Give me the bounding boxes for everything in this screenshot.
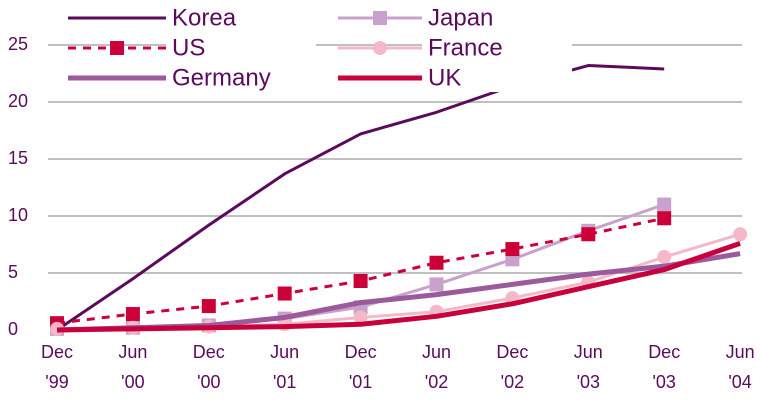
legend-label: Germany [172,64,271,91]
plot [50,64,748,336]
x-tick-label: Dec '03 [648,342,680,392]
marker [657,250,672,265]
legend-bg [422,4,572,32]
y-tick-label: 10 [8,205,28,225]
y-tick-label: 0 [8,319,18,339]
y-tick-label: 15 [8,148,28,168]
x-tick-label: Jun '01 [270,342,299,392]
x-tick-line: Dec [41,342,73,362]
x-tick-line: Jun [118,342,147,362]
series-line [56,240,741,333]
marker [733,227,748,242]
marker [505,242,520,257]
x-tick-line: Dec [648,342,680,362]
x-tick-line: '03 [577,372,600,392]
marker [110,41,124,55]
x-tick-line: '01 [349,372,372,392]
legend-bg [166,64,316,92]
x-tick-line: '02 [501,372,524,392]
x-tick-line: Dec [496,342,528,362]
x-tick-line: '99 [45,372,68,392]
series-line [56,232,741,331]
marker [277,286,292,301]
y-tick-label: 5 [8,262,18,282]
x-tick-label: Jun '03 [574,342,603,392]
x-tick-label: Dec '99 [41,342,73,392]
legend-label: UK [428,64,461,91]
x-tick-line: Dec [345,342,377,362]
marker [657,211,672,226]
x-tick-line: Jun [726,342,755,362]
legend-bg [422,64,572,92]
legend-label: Japan [428,4,493,31]
x-tick-line: '03 [652,372,675,392]
legend-bg [422,34,572,62]
x-tick-label: Dec '02 [496,342,528,392]
marker [429,277,444,292]
marker [373,41,387,55]
x-tick-label: Dec '01 [345,342,377,392]
x-tick-line: Jun [422,342,451,362]
marker [125,307,140,322]
legend-label: Korea [172,4,237,31]
x-tick-line: '04 [728,372,751,392]
marker [429,255,444,270]
x-tick-line: '00 [197,372,220,392]
x-tick-label: Jun '00 [118,342,147,392]
marker [353,310,368,325]
legend-label: US [172,34,205,61]
y-tick-label: 20 [8,91,28,111]
x-tick-line: '00 [121,372,144,392]
legend-bg [166,34,316,62]
y-tick-label: 25 [8,34,28,54]
legend-bg [166,4,316,32]
x-tick-line: '02 [425,372,448,392]
marker [201,299,216,314]
marker [373,11,387,25]
legend: Korea Japan US France Germany UK [68,4,572,92]
x-tick-line: '01 [273,372,296,392]
x-tick-label: Dec '00 [193,342,225,392]
x-tick-line: Jun [270,342,299,362]
legend-label: France [428,34,503,61]
x-tick-label: Jun '02 [422,342,451,392]
x-tick-line: Dec [193,342,225,362]
grid: 0 5 10 15 20 25 Dec '99 Jun '00 Dec '00 Jun '01 Dec '01… [8,34,755,392]
marker [581,227,596,242]
x-tick-label: Jun '04 [726,342,755,392]
marker [657,197,672,212]
marker [353,273,368,288]
x-tick-line: Jun [574,342,603,362]
